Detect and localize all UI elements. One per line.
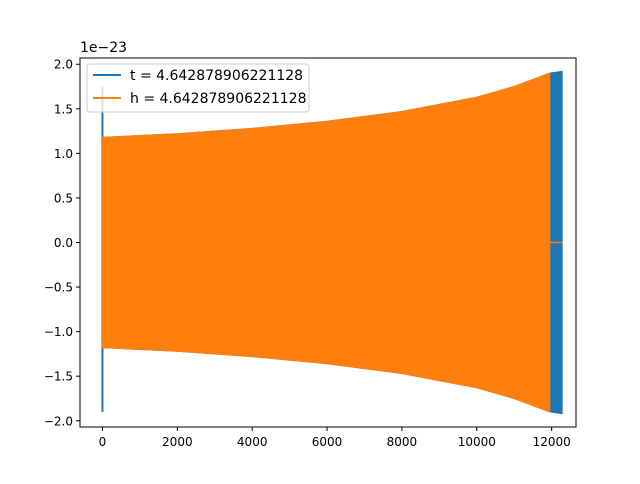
x-tick-label: 2000 [162,435,193,449]
x-tick-label: 8000 [387,435,418,449]
x-tick-label: 0 [99,435,107,449]
legend: t = 4.642878906221128 h = 4.642878906221… [86,63,310,113]
plot-area [101,70,563,415]
series-h-oscillation [101,72,551,413]
y-tick-label: −2.0 [44,414,73,428]
y-tick-label: −1.0 [44,325,73,339]
y-tick-label: −0.5 [44,281,73,295]
y-tick-label: −1.5 [44,370,73,384]
legend-label-t: t = 4.642878906221128 [130,68,303,84]
y-tick-label: 0.0 [54,236,73,250]
y-offset-label: 1e−23 [80,40,127,56]
y-tick-label: 2.0 [54,58,73,72]
y-tick-label: 1.0 [54,147,73,161]
y-axis: −2.0 −1.5 −1.0 −0.5 0.0 0.5 1.0 1.5 2.0 [44,58,80,428]
x-tick-label: 6000 [312,435,343,449]
x-axis: 0 2000 4000 6000 8000 10000 12000 [99,427,571,449]
x-tick-label: 12000 [533,435,571,449]
legend-box [86,63,310,113]
x-tick-label: 10000 [458,435,496,449]
legend-label-h: h = 4.642878906221128 [130,91,306,107]
y-tick-label: 1.5 [54,102,73,116]
x-tick-label: 4000 [237,435,268,449]
y-tick-label: 0.5 [54,191,73,205]
